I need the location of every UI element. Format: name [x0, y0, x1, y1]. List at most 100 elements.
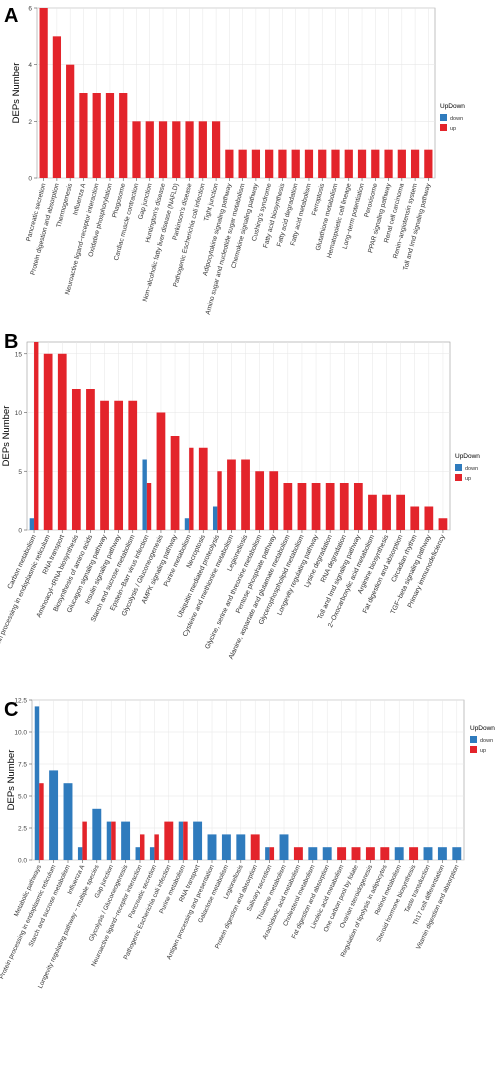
bar-up — [66, 64, 75, 178]
bar-up — [241, 459, 250, 530]
bar-up — [250, 834, 260, 860]
y-tick-label: 7.5 — [18, 762, 27, 769]
bar-up — [79, 93, 88, 178]
bar-up — [156, 412, 166, 530]
bar-up — [283, 483, 293, 530]
bar-up — [410, 149, 420, 178]
panel-a: A 0 2 4 6 DEPs Number Pancreatic secretion Prot… — [0, 0, 498, 318]
bar-down — [142, 459, 147, 530]
bar-up — [92, 93, 101, 178]
bar-up — [351, 847, 361, 860]
bar-up — [183, 821, 188, 860]
bar-up — [397, 149, 406, 178]
bar-up — [297, 483, 307, 530]
bar-up — [380, 847, 390, 860]
bar-down — [77, 847, 83, 860]
y-tick-label: 5.0 — [18, 794, 27, 801]
bar-up — [410, 506, 420, 530]
y-tick-label: 2.5 — [18, 826, 27, 833]
bar-up — [291, 149, 300, 178]
bar-down — [394, 847, 404, 860]
panel-c: C 0.0 2.5 5.0 7.5 10.0 12.5 DEPs Number Metaboli… — [0, 690, 498, 1068]
y-tick-label: 12.5 — [14, 698, 27, 705]
bar-down — [265, 847, 270, 860]
legend-label-down: down — [465, 466, 478, 472]
bar-down — [49, 770, 59, 860]
y-tick-label: 0.0 — [18, 858, 27, 865]
bar-down — [452, 847, 462, 860]
y-tick-label: 4 — [28, 62, 32, 69]
y-tick-label: 0 — [28, 176, 32, 183]
bar-down — [207, 834, 217, 860]
legend-swatch-down — [455, 464, 462, 471]
bar-down — [423, 847, 433, 860]
bar-up — [424, 506, 434, 530]
bar-down — [212, 506, 218, 530]
bar-up — [86, 389, 95, 530]
legend-swatch-down — [440, 114, 447, 121]
bar-up — [158, 121, 168, 178]
plot-area-b — [26, 341, 451, 531]
bar-down — [322, 847, 332, 860]
bar-up — [344, 149, 353, 178]
bar-up — [39, 8, 48, 178]
bar-down — [178, 821, 184, 860]
bar-up — [189, 447, 194, 530]
bar-up — [238, 149, 247, 178]
legend-swatch-up — [455, 474, 462, 481]
bar-up — [52, 36, 62, 179]
bar-up — [217, 471, 222, 530]
y-axis-label: DEPs Number — [6, 750, 17, 811]
bar-up — [384, 149, 393, 178]
bar-up — [71, 389, 81, 530]
bar-up — [311, 483, 321, 530]
bar-up — [164, 821, 174, 860]
panel-b: B 0 5 10 15 DEPs Number Carbon metabolism Prote… — [0, 318, 498, 690]
bar-up — [128, 400, 138, 530]
bar-down — [63, 783, 73, 860]
bar-up — [119, 93, 128, 178]
y-tick-label: 5 — [18, 469, 22, 476]
bar-up — [438, 518, 448, 530]
y-tick-label: 6 — [28, 6, 32, 13]
y-tick-label: 10.0 — [14, 730, 27, 737]
bar-up — [337, 847, 347, 860]
bar-up — [325, 483, 335, 530]
legend-label-down: down — [480, 738, 493, 744]
y-tick-label: 0 — [18, 528, 22, 535]
bar-up — [43, 353, 53, 530]
bar-up — [82, 821, 87, 860]
bar-up — [318, 149, 327, 178]
bar-up — [111, 821, 116, 860]
plot-area-a — [36, 7, 436, 179]
bar-up — [251, 149, 261, 178]
bar-down — [135, 847, 140, 860]
legend-swatch-down — [470, 736, 477, 743]
bar-up — [211, 121, 221, 178]
bar-up — [265, 149, 274, 178]
bar-down — [221, 834, 231, 860]
bar-down — [121, 821, 131, 860]
legend-label-up: up — [480, 748, 486, 754]
bar-up — [132, 121, 141, 178]
bar-up — [339, 483, 349, 530]
bar-up — [353, 483, 363, 530]
bar-up — [424, 149, 433, 178]
bar-up — [140, 834, 145, 860]
bar-up — [365, 847, 375, 860]
bar-up — [304, 149, 314, 178]
bar-down — [149, 847, 155, 860]
bar-down — [106, 821, 112, 860]
bar-up — [382, 494, 391, 530]
bar-up — [146, 483, 152, 530]
legend-label-up: up — [450, 126, 456, 132]
bar-down — [29, 518, 35, 530]
bar-up — [154, 834, 159, 860]
bar-up — [170, 436, 180, 530]
panel-label-b: B — [4, 331, 18, 353]
bar-up — [371, 149, 380, 178]
bar-up — [39, 783, 44, 860]
